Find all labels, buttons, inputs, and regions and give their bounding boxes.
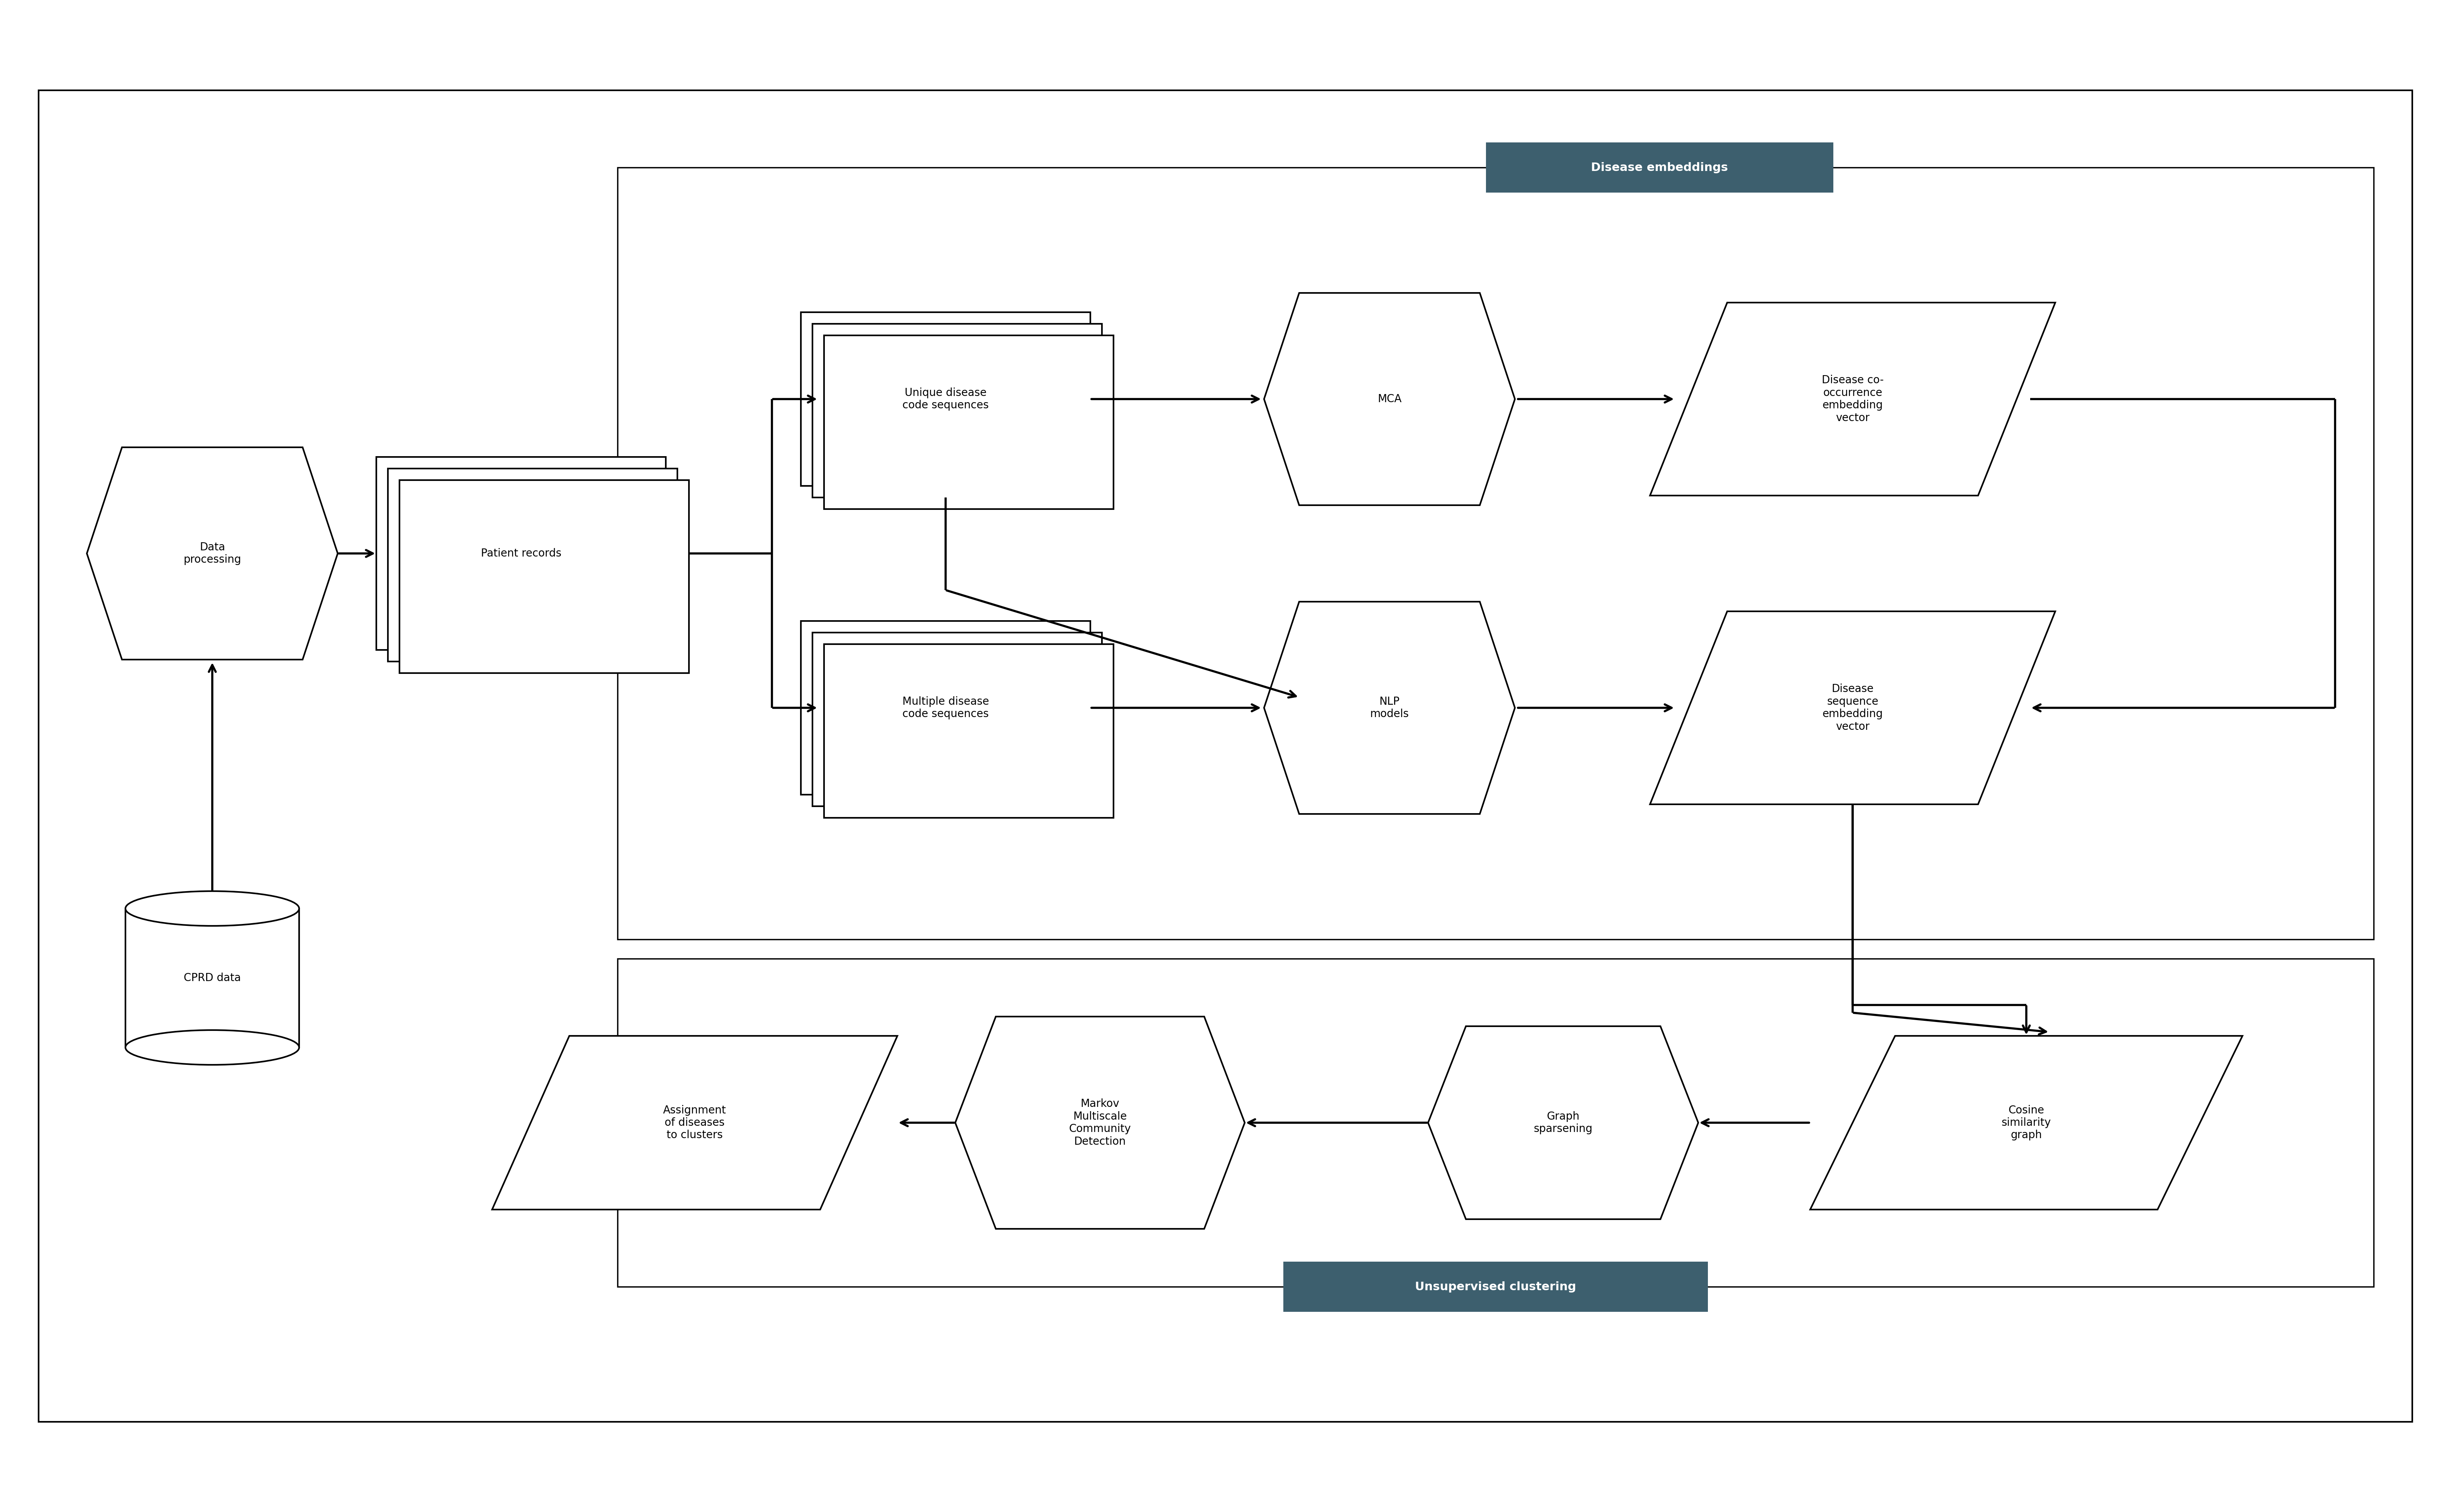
Bar xyxy=(618,168,2373,940)
Ellipse shape xyxy=(126,1030,298,1064)
Bar xyxy=(1486,142,1833,192)
Text: Disease
sequence
embedding
vector: Disease sequence embedding vector xyxy=(1823,684,1882,732)
Polygon shape xyxy=(493,1036,897,1210)
Text: Unique disease
code sequences: Unique disease code sequences xyxy=(902,387,988,411)
Text: Disease embeddings: Disease embeddings xyxy=(1592,162,1727,172)
Text: Disease co-
occurrence
embedding
vector: Disease co- occurrence embedding vector xyxy=(1821,375,1882,423)
Bar xyxy=(813,633,1101,806)
Text: Graph
sparsening: Graph sparsening xyxy=(1533,1111,1592,1135)
Polygon shape xyxy=(1651,303,2055,496)
Bar xyxy=(618,959,2373,1286)
Text: CPRD data: CPRD data xyxy=(185,973,241,983)
Polygon shape xyxy=(1264,292,1515,505)
Ellipse shape xyxy=(126,890,298,926)
Bar xyxy=(377,457,665,651)
Text: Patient records: Patient records xyxy=(480,549,562,559)
Text: Data
processing: Data processing xyxy=(182,541,241,565)
Bar xyxy=(801,312,1092,486)
Polygon shape xyxy=(86,447,338,660)
Text: Cosine
similarity
graph: Cosine similarity graph xyxy=(2001,1105,2050,1141)
Bar xyxy=(126,908,298,1048)
Text: NLP
models: NLP models xyxy=(1370,696,1409,720)
Bar xyxy=(39,90,2412,1423)
Text: Assignment
of diseases
to clusters: Assignment of diseases to clusters xyxy=(663,1105,727,1141)
Polygon shape xyxy=(1429,1027,1698,1219)
Polygon shape xyxy=(1651,612,2055,805)
Polygon shape xyxy=(1811,1036,2242,1210)
Text: Markov
Multiscale
Community
Detection: Markov Multiscale Community Detection xyxy=(1069,1099,1131,1147)
Bar xyxy=(801,621,1092,794)
Text: Unsupervised clustering: Unsupervised clustering xyxy=(1414,1282,1577,1292)
Bar xyxy=(1284,1262,1708,1312)
Text: Multiple disease
code sequences: Multiple disease code sequences xyxy=(902,696,988,720)
Bar xyxy=(813,324,1101,498)
Bar xyxy=(399,480,690,673)
Text: MCA: MCA xyxy=(1377,394,1402,405)
Polygon shape xyxy=(1264,601,1515,814)
Bar xyxy=(823,645,1114,818)
Bar xyxy=(387,469,678,661)
Polygon shape xyxy=(956,1016,1244,1229)
Bar xyxy=(823,336,1114,510)
